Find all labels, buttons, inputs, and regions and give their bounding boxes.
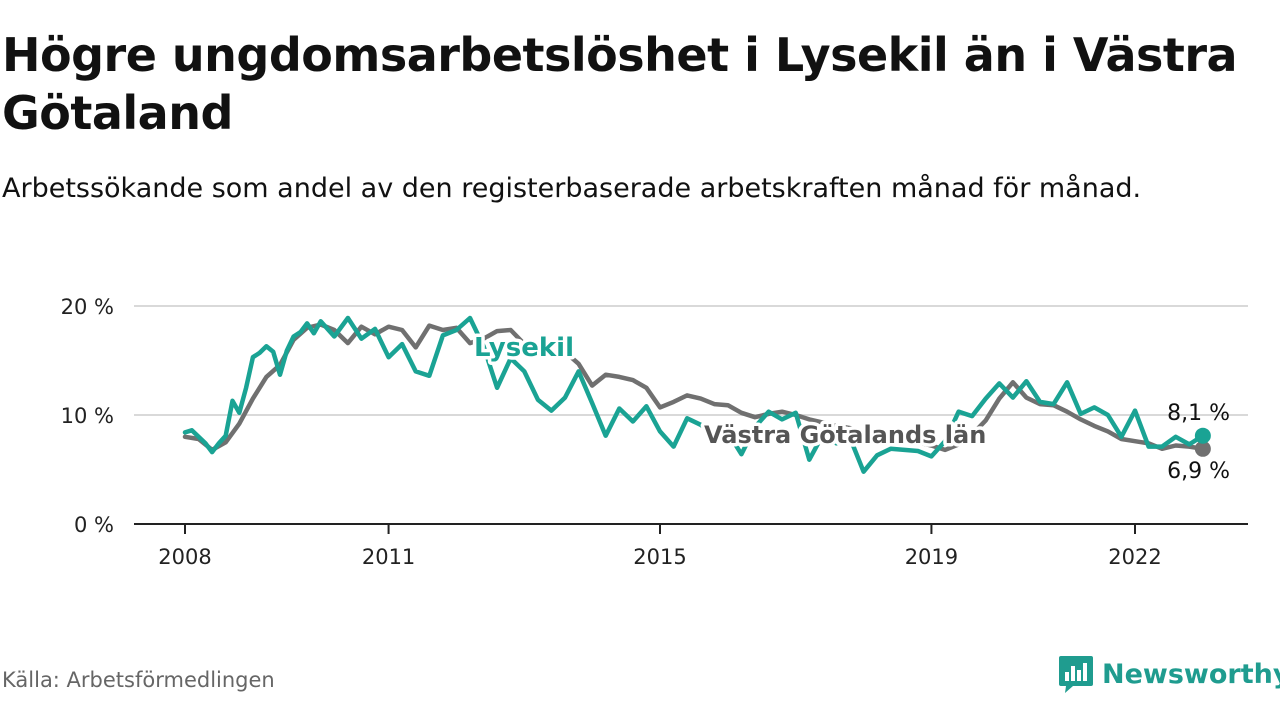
x-tick-label: 2008 bbox=[158, 545, 211, 569]
y-tick-label: 0 % bbox=[74, 513, 114, 537]
y-tick-label: 20 % bbox=[61, 295, 114, 319]
chart-subtitle: Arbetssökande som andel av den registerb… bbox=[2, 173, 1142, 204]
newsworthy-icon bbox=[1059, 656, 1093, 693]
brand-name: Newsworthy bbox=[1102, 658, 1280, 690]
x-tick-label: 2022 bbox=[1108, 545, 1161, 569]
end-point-lysekil bbox=[1194, 427, 1211, 444]
source-note: Källa: Arbetsförmedlingen bbox=[2, 668, 275, 692]
series-line-vastra-gotaland bbox=[182, 322, 1206, 453]
end-label-vastra-gotaland: 6,9 % bbox=[1167, 459, 1230, 484]
y-tick-label: 10 % bbox=[61, 404, 114, 428]
end-point-vastra-gotaland bbox=[1194, 440, 1211, 457]
series-line-lysekil bbox=[182, 315, 1206, 474]
series-label-lysekil: Lysekil bbox=[474, 333, 574, 363]
end-label-lysekil: 8,1 % bbox=[1167, 401, 1230, 426]
chart-title: Högre ungdomsarbetslöshet i Lysekil än i… bbox=[2, 28, 1238, 140]
x-tick-label: 2011 bbox=[362, 545, 415, 569]
x-tick-label: 2019 bbox=[905, 545, 958, 569]
series-label-vastra-gotaland: Västra Götalands län bbox=[704, 421, 986, 449]
newsworthy-logo: Newsworthy bbox=[1058, 652, 1280, 696]
x-tick-label: 2015 bbox=[633, 545, 686, 569]
